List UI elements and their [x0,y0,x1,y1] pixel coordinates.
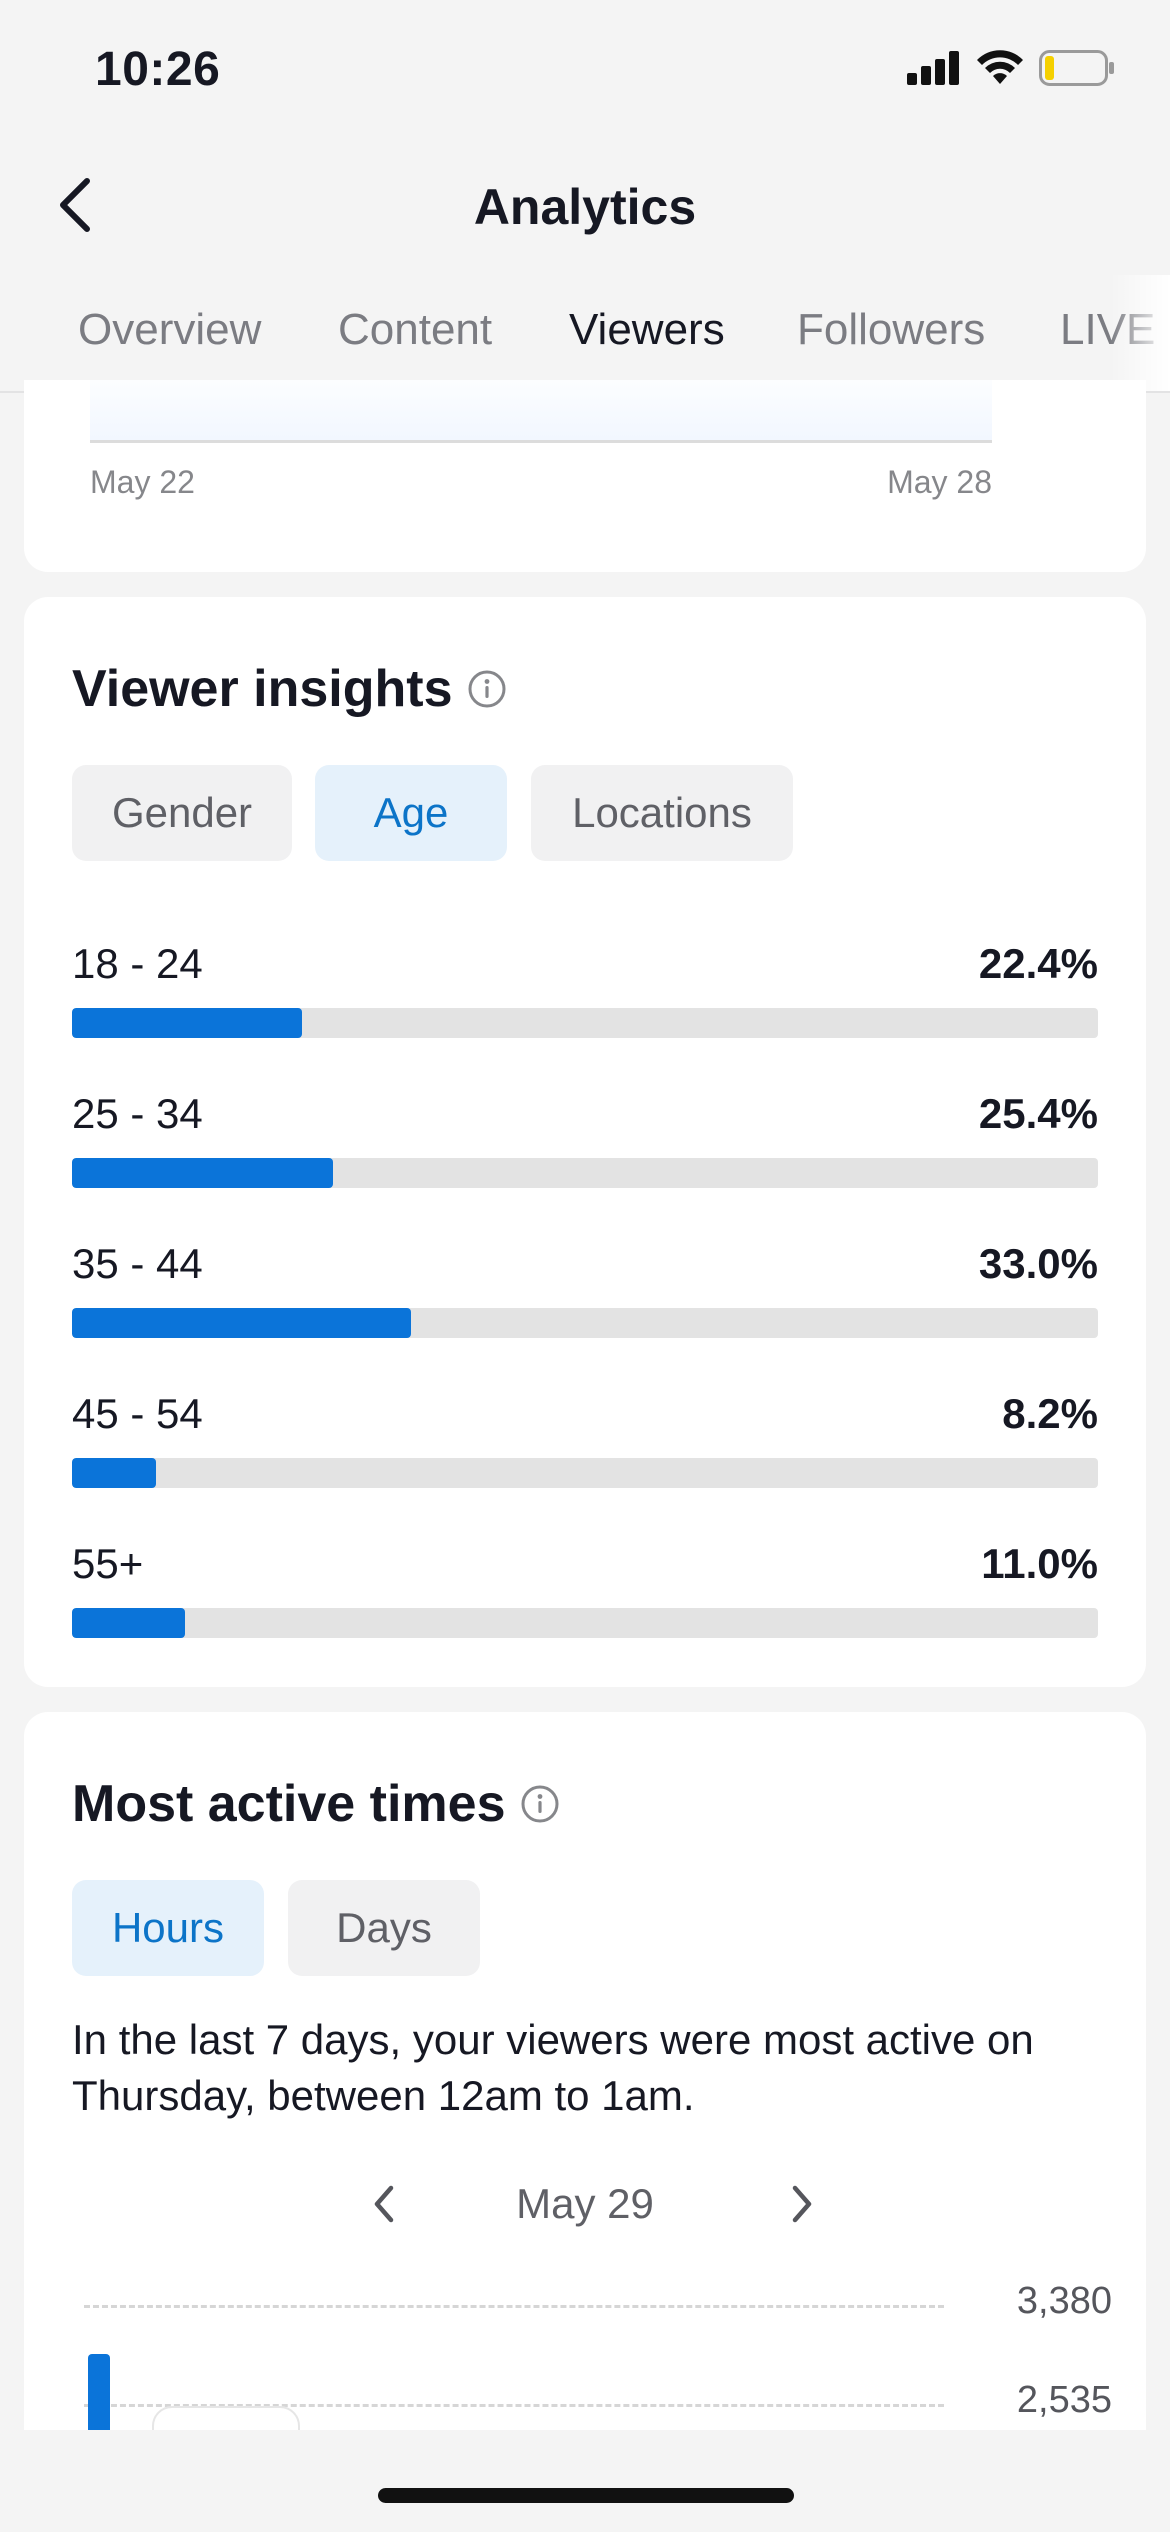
most-active-times-title: Most active times [72,1774,560,1834]
filter-age-chip[interactable]: Age [315,765,507,861]
chevron-left-icon [55,177,95,238]
chevron-right-icon [790,2184,814,2229]
chart-area-fill [90,380,992,440]
filter-days-chip[interactable]: Days [288,1880,480,1976]
age-bar-fill [72,1158,333,1188]
status-time: 10:26 [95,43,221,96]
age-label: 55+ [72,1540,144,1587]
chevron-left-icon [372,2184,396,2229]
age-bar-track [72,1608,1098,1638]
page-title: Analytics [473,179,697,235]
age-bar-fill [72,1008,302,1038]
x-axis-end-label: May 28 [887,464,992,500]
age-label: 45 - 54 [72,1390,203,1437]
home-area [0,2430,1170,2532]
age-percentage: 25.4% [978,1090,1098,1137]
age-percentage: 8.2% [1002,1390,1098,1437]
tab-overview[interactable]: Overview [78,305,262,354]
next-date-button[interactable] [772,2176,832,2236]
wifi-icon [975,50,1025,91]
chart-x-axis [90,440,992,443]
viewers-chart-card: May 22 May 28 [24,380,1146,572]
age-bar-track [72,1458,1098,1488]
tab-content[interactable]: Content [338,305,493,354]
most-active-description: In the last 7 days, your viewers were mo… [72,2016,1034,2119]
age-percentage: 11.0% [981,1540,1098,1587]
chart-tooltip [152,2406,300,2432]
age-percentage: 22.4% [978,940,1098,987]
chart-gridline [84,2305,944,2308]
most-active-times-card: Most active times Hours Days In the last… [24,1712,1146,2432]
cellular-signal-icon [907,51,961,90]
status-icons [907,50,1115,91]
most-active-times-title-text: Most active times [72,1775,506,1833]
age-percentage: 33.0% [978,1240,1098,1287]
home-indicator[interactable] [378,2488,794,2503]
age-bar-track [72,1308,1098,1338]
info-icon[interactable] [520,1784,560,1824]
y-axis-label: 2,535 [1016,2379,1112,2421]
age-label: 35 - 44 [72,1240,203,1287]
tab-viewers[interactable]: Viewers [569,305,725,354]
age-bar-fill [72,1608,185,1638]
status-bar: 10:26 [0,0,1170,150]
filter-hours-chip[interactable]: Hours [72,1880,264,1976]
battery-low-icon [1039,50,1115,91]
filter-gender-chip[interactable]: Gender [72,765,292,861]
back-button[interactable] [40,172,110,242]
hour-bar[interactable] [88,2354,110,2432]
previous-date-button[interactable] [354,2176,414,2236]
tab-bar: Overview Content Viewers Followers LIVE [0,275,1170,393]
age-bar-track [72,1008,1098,1038]
filter-locations-chip[interactable]: Locations [531,765,793,861]
date-navigator: May 29 [24,2166,1146,2246]
info-icon[interactable] [467,669,507,709]
age-label: 18 - 24 [72,940,203,987]
viewer-insights-card: Viewer insights Gender Age Locations 18 … [24,597,1146,1687]
viewer-insights-title-text: Viewer insights [72,660,453,718]
x-axis-start-label: May 22 [90,464,195,500]
y-axis-label: 3,380 [1016,2280,1112,2322]
header: Analytics [0,150,1170,265]
age-bar-fill [72,1458,157,1488]
tab-followers[interactable]: Followers [797,305,986,354]
current-date: May 29 [516,2180,654,2227]
age-bar-fill [72,1308,411,1338]
age-label: 25 - 34 [72,1090,203,1137]
age-bar-track [72,1158,1098,1188]
tab-scroll-fade [1110,275,1170,391]
chart-gridline [84,2404,944,2407]
viewer-insights-title: Viewer insights [72,659,507,719]
